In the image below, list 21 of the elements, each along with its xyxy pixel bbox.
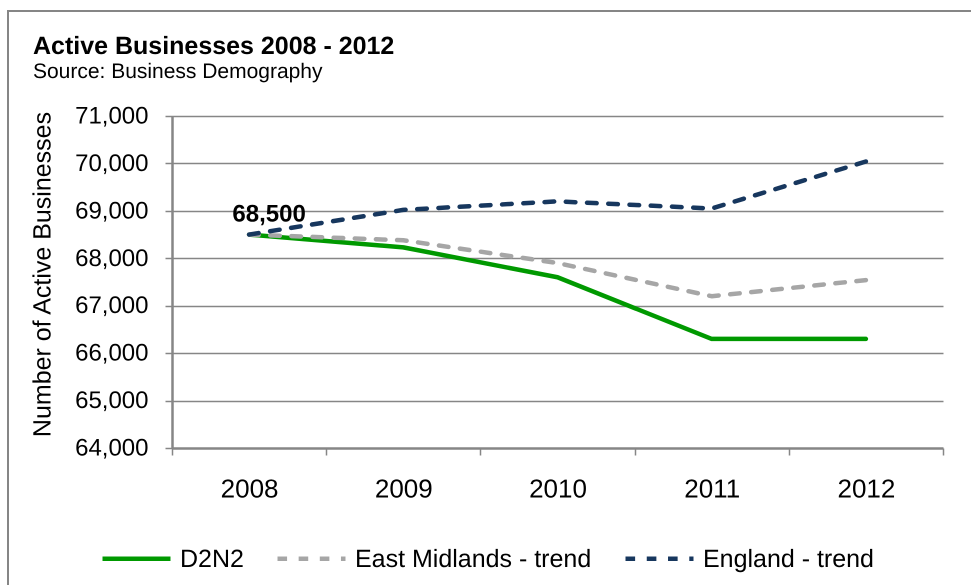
x-tick-label: 2009 xyxy=(374,474,433,504)
x-tick-label: 2010 xyxy=(529,474,587,504)
y-axis-title: Number of Active Businesses xyxy=(28,112,56,438)
y-tick-label: 67,000 xyxy=(75,292,148,320)
y-tick-label: 68,000 xyxy=(75,244,148,272)
legend-label: East Midlands - trend xyxy=(355,544,592,573)
chart-title: Active Businesses 2008 - 2012 xyxy=(33,32,394,60)
y-tick-label: 70,000 xyxy=(75,150,148,177)
y-tick-label: 69,000 xyxy=(75,197,148,224)
y-tick-label: 66,000 xyxy=(75,340,148,367)
y-tick-label: 64,000 xyxy=(75,434,148,462)
y-tick-label: 65,000 xyxy=(75,387,148,414)
y-tick-label: 71,000 xyxy=(75,102,148,130)
x-tick-label: 2012 xyxy=(837,474,896,504)
x-tick-label: 2008 xyxy=(220,474,279,504)
legend-label: D2N2 xyxy=(180,544,244,573)
legend-label: England - trend xyxy=(703,544,874,573)
line-series xyxy=(246,232,868,298)
x-tick-label: 2011 xyxy=(684,474,740,504)
annotation: 68,500 xyxy=(232,200,306,228)
chart-subtitle: Source: Business Demography xyxy=(33,60,323,83)
